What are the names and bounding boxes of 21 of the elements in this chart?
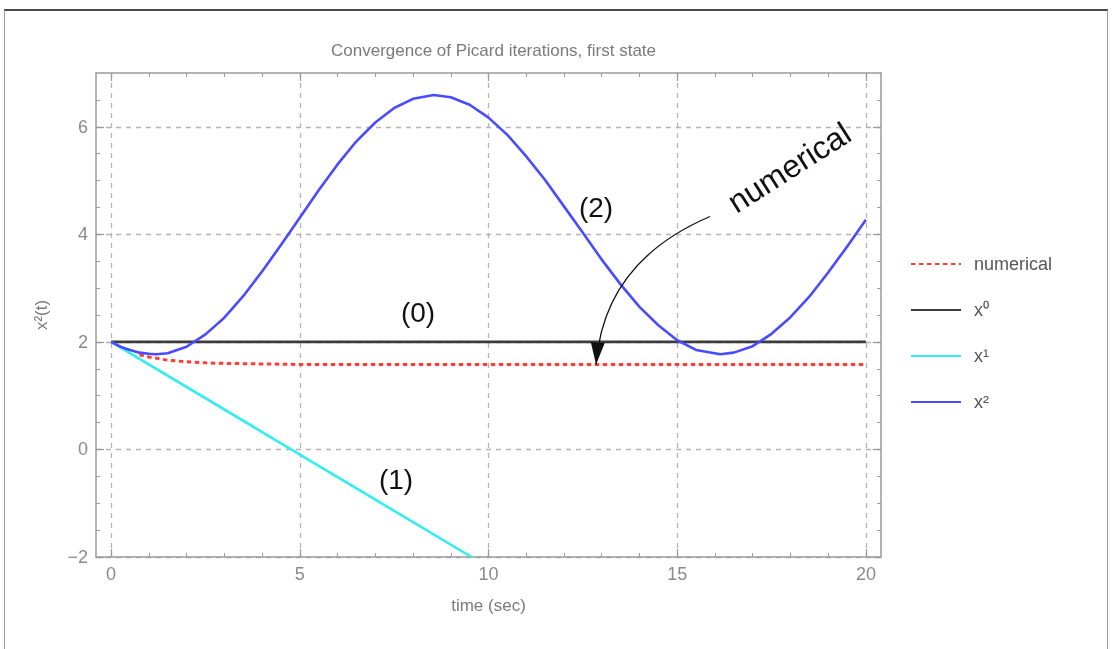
legend-label: x⁰: [974, 300, 989, 320]
annotation: (2): [578, 191, 614, 223]
y-tick-label: 6: [77, 116, 88, 137]
x-tick-label: 20: [855, 564, 876, 584]
y-tick-label: 4: [77, 224, 88, 245]
x-tick-label: 15: [667, 564, 688, 584]
line-series: [109, 93, 868, 356]
y-tick-label: 2: [77, 331, 88, 352]
chart-title: Convergence of Picard iterations, first state: [330, 41, 657, 60]
x-tick-label: 10: [478, 564, 499, 584]
x-tick-label: 0: [106, 564, 117, 584]
annotation: (0): [400, 296, 436, 328]
y-axis-title: x²(t): [32, 299, 51, 331]
x-axis-title: time (sec): [451, 596, 526, 615]
annotation: (1): [378, 463, 414, 495]
y-tick-label: −2: [67, 547, 88, 567]
y-tick-label: 0: [77, 439, 88, 460]
legend-label: x¹: [974, 346, 989, 366]
x-tick-label: 5: [294, 564, 305, 584]
legend-label: x²: [974, 392, 989, 412]
legend-label: numerical: [974, 254, 1053, 274]
